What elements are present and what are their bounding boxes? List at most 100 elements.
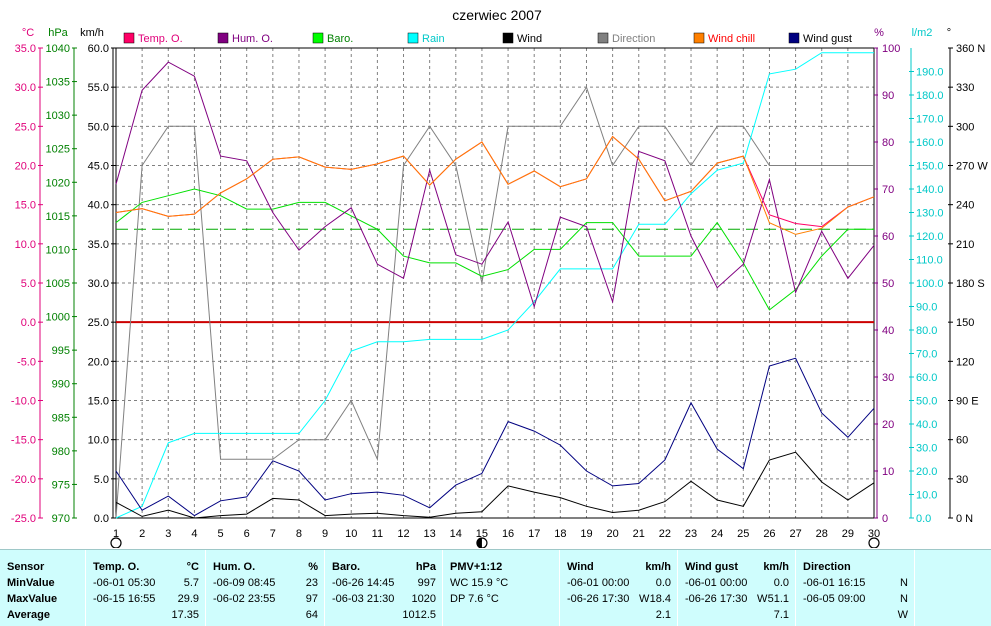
x-tick-label-22: 22 [659,528,671,540]
pmv-dp: DP 7.6 °C [450,593,499,605]
wind-min-time: -06-01 00:00 [567,577,630,589]
rain-axis-unit: l/m2 [912,27,933,39]
hum-unit: % [308,561,318,573]
rain-tick-label: 90.0 [916,302,937,314]
x-tick-label-19: 19 [580,528,592,540]
temp-min-time: -06-01 05:30 [93,577,156,589]
x-tick-label-17: 17 [528,528,540,540]
moon-marker-new [868,537,880,548]
gust-avg: 7.1 [773,609,789,621]
x-tick-label-13: 13 [424,528,436,540]
x-tick-label-2: 2 [139,528,145,540]
x-tick-label-4: 4 [191,528,197,540]
temp-unit: °C [186,561,199,573]
x-tick-label-1: 1 [113,528,119,540]
temp-avg: 17.35 [171,609,199,621]
dir-tick-label: 150 [956,317,974,329]
series-baro [115,188,874,311]
dir-tick-label: 0 N [956,513,973,525]
wind-min-value: 0.0 [655,577,671,589]
legend-label-8: Wind gust [803,33,852,45]
legend-label-5: Wind [517,33,542,45]
wind-unit: km/h [645,561,671,573]
temp-max-time: -06-15 16:55 [93,593,156,605]
wind-tick-label: 20.0 [88,356,109,368]
x-tick-label-12: 12 [397,528,409,540]
baro-tick-label: 990 [52,379,70,391]
chart-title: czerwiec 2007 [452,7,542,23]
baro-axis-unit: hPa [48,27,68,39]
wind-tick-label: 5.0 [94,474,109,486]
series-wind-chill [115,135,875,235]
hum-tick-label: 50 [882,278,894,290]
legend-label-2: Hum. O. [232,33,273,45]
rain-tick-label: 120.0 [916,231,944,243]
rain-tick-label: 140.0 [916,184,944,196]
dir-avg: W [897,609,908,621]
temp-tick-label: -25.0 [11,513,36,525]
rain-tick-label: 160.0 [916,137,944,149]
x-tick-label-27: 27 [789,528,801,540]
col-hum: Hum. O.% -06-09 08:45 23 -06-02 23:55 97 6… [206,550,325,626]
temp-tick-label: 35.0 [15,43,36,55]
wind-tick-label: 30.0 [88,278,109,290]
x-tick-label-26: 26 [763,528,775,540]
baro-tick-label: 980 [52,446,70,458]
hum-tick-label: 80 [882,137,894,149]
x-tick-label-21: 21 [633,528,645,540]
dir-min-value: N [900,577,908,589]
legend-label-1: Temp. O. [138,33,183,45]
wind-tick-label: 0.0 [94,513,109,525]
dir-min-time: -06-01 16:15 [803,577,866,589]
hum-min-time: -06-09 08:45 [213,577,276,589]
col-wind: Wind km/h -06-01 00:00 0.0 -06-26 17:30 W 18… [560,550,678,626]
baro-tick-label: 1020 [46,177,70,189]
temp-tick-label: -5.0 [17,356,36,368]
x-tick-label-23: 23 [685,528,697,540]
dir-tick-label: 60 [956,435,968,447]
baro-tick-label: 995 [52,345,70,357]
wind-max-dir: W [639,593,650,605]
x-tick-label-5: 5 [217,528,223,540]
dir-tick-label: 30 [956,474,968,486]
x-tick-label-18: 18 [554,528,566,540]
hum-tick-label: 40 [882,325,894,337]
col-temp: Temp. O. °C -06-01 05:30 5.7 -06-15 16:55 2… [86,550,206,626]
baro-tick-label: 1025 [46,144,70,156]
hum-min-value: 23 [305,577,318,589]
gust-max-dir: W [757,593,768,605]
legend-swatch-7 [693,32,705,44]
baro-min-time: -06-26 14:45 [332,577,395,589]
dir-tick-label: 90 E [956,396,979,408]
legend-label-7: Wind chill [708,33,755,45]
baro-tick-label: 985 [52,412,70,424]
rain-tick-label: 80.0 [916,325,937,337]
wind-tick-label: 60.0 [88,43,109,55]
dir-tick-label: 180 S [956,278,985,290]
legend: Temp. O. Hum. O. Baro. Rain Wind Direction Win… [123,32,852,45]
hum-tick-label: 0 [882,513,888,525]
dir-tick-label: 270 W [956,161,988,173]
hum-max-time: -06-02 23:55 [213,593,276,605]
temp-tick-label: 25.0 [15,121,36,133]
hum-tick-label: 100 [882,43,900,55]
col-baro: Baro. hPa -06-26 14:45 997 -06-03 21:30 102… [325,550,443,626]
hum-tick-label: 10 [882,466,894,478]
rain-tick-label: 100.0 [916,278,944,290]
rain-tick-label: 130.0 [916,208,944,220]
x-tick-label-10: 10 [345,528,357,540]
dir-tick-label: 210 [956,239,974,251]
moon-marker-new [110,537,122,548]
x-tick-label-6: 6 [244,528,250,540]
x-tick-label-28: 28 [816,528,828,540]
rain-tick-label: 180.0 [916,90,944,102]
col-pmv: PMV+1:12 WC 15.9 °C DP 7.6 °C [443,550,560,626]
weather-chart: 35.030.025.020.015.010.05.00.0-5.0-10.0-… [11,7,988,548]
temp-max-value: 29.9 [177,593,199,605]
x-tick-label-7: 7 [270,528,276,540]
baro-unit: hPa [415,561,436,573]
wind-tick-label: 35.0 [88,239,109,251]
hum-tick-label: 60 [882,231,894,243]
series-lines [115,52,875,519]
rain-tick-label: 20.0 [916,466,937,478]
